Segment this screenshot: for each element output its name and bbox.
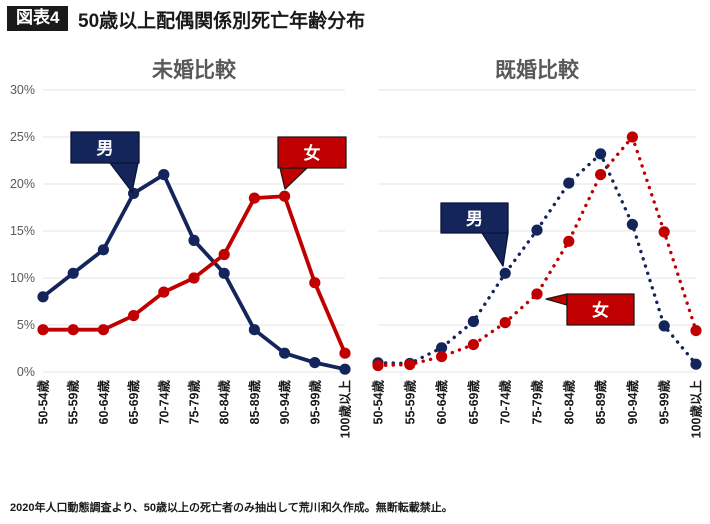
svg-text:50-54歳: 50-54歳 bbox=[36, 380, 51, 425]
svg-text:50-54歳: 50-54歳 bbox=[371, 380, 386, 425]
svg-text:90-94歳: 90-94歳 bbox=[625, 380, 640, 425]
svg-text:70-74歳: 70-74歳 bbox=[498, 380, 513, 425]
svg-text:100歳以上: 100歳以上 bbox=[338, 380, 353, 439]
svg-text:55-59歳: 55-59歳 bbox=[66, 380, 81, 425]
svg-text:男: 男 bbox=[466, 209, 483, 228]
svg-text:80-84歳: 80-84歳 bbox=[217, 380, 232, 425]
svg-text:65-69歳: 65-69歳 bbox=[466, 380, 481, 425]
svg-text:15%: 15% bbox=[10, 224, 35, 238]
svg-text:95-99歳: 95-99歳 bbox=[657, 380, 672, 425]
svg-text:80-84歳: 80-84歳 bbox=[561, 380, 576, 425]
svg-text:55-59歳: 55-59歳 bbox=[402, 380, 417, 425]
svg-text:10%: 10% bbox=[10, 271, 35, 285]
svg-text:75-79歳: 75-79歳 bbox=[187, 380, 202, 425]
svg-text:60-64歳: 60-64歳 bbox=[434, 380, 449, 425]
svg-text:25%: 25% bbox=[10, 130, 35, 144]
svg-text:20%: 20% bbox=[10, 177, 35, 191]
svg-text:90-94歳: 90-94歳 bbox=[277, 380, 292, 425]
svg-text:100歳以上: 100歳以上 bbox=[689, 380, 704, 439]
svg-text:男: 男 bbox=[97, 139, 114, 158]
svg-text:5%: 5% bbox=[17, 318, 35, 332]
svg-text:85-89歳: 85-89歳 bbox=[247, 380, 262, 425]
svg-text:85-89歳: 85-89歳 bbox=[593, 380, 608, 425]
svg-text:60-64歳: 60-64歳 bbox=[96, 380, 111, 425]
svg-text:65-69歳: 65-69歳 bbox=[126, 380, 141, 425]
svg-text:0%: 0% bbox=[17, 365, 35, 379]
svg-text:女: 女 bbox=[592, 300, 609, 320]
svg-text:70-74歳: 70-74歳 bbox=[156, 380, 171, 425]
svg-text:30%: 30% bbox=[10, 83, 35, 97]
svg-text:95-99歳: 95-99歳 bbox=[307, 380, 322, 425]
svg-text:女: 女 bbox=[304, 143, 321, 163]
svg-text:75-79歳: 75-79歳 bbox=[530, 380, 545, 425]
